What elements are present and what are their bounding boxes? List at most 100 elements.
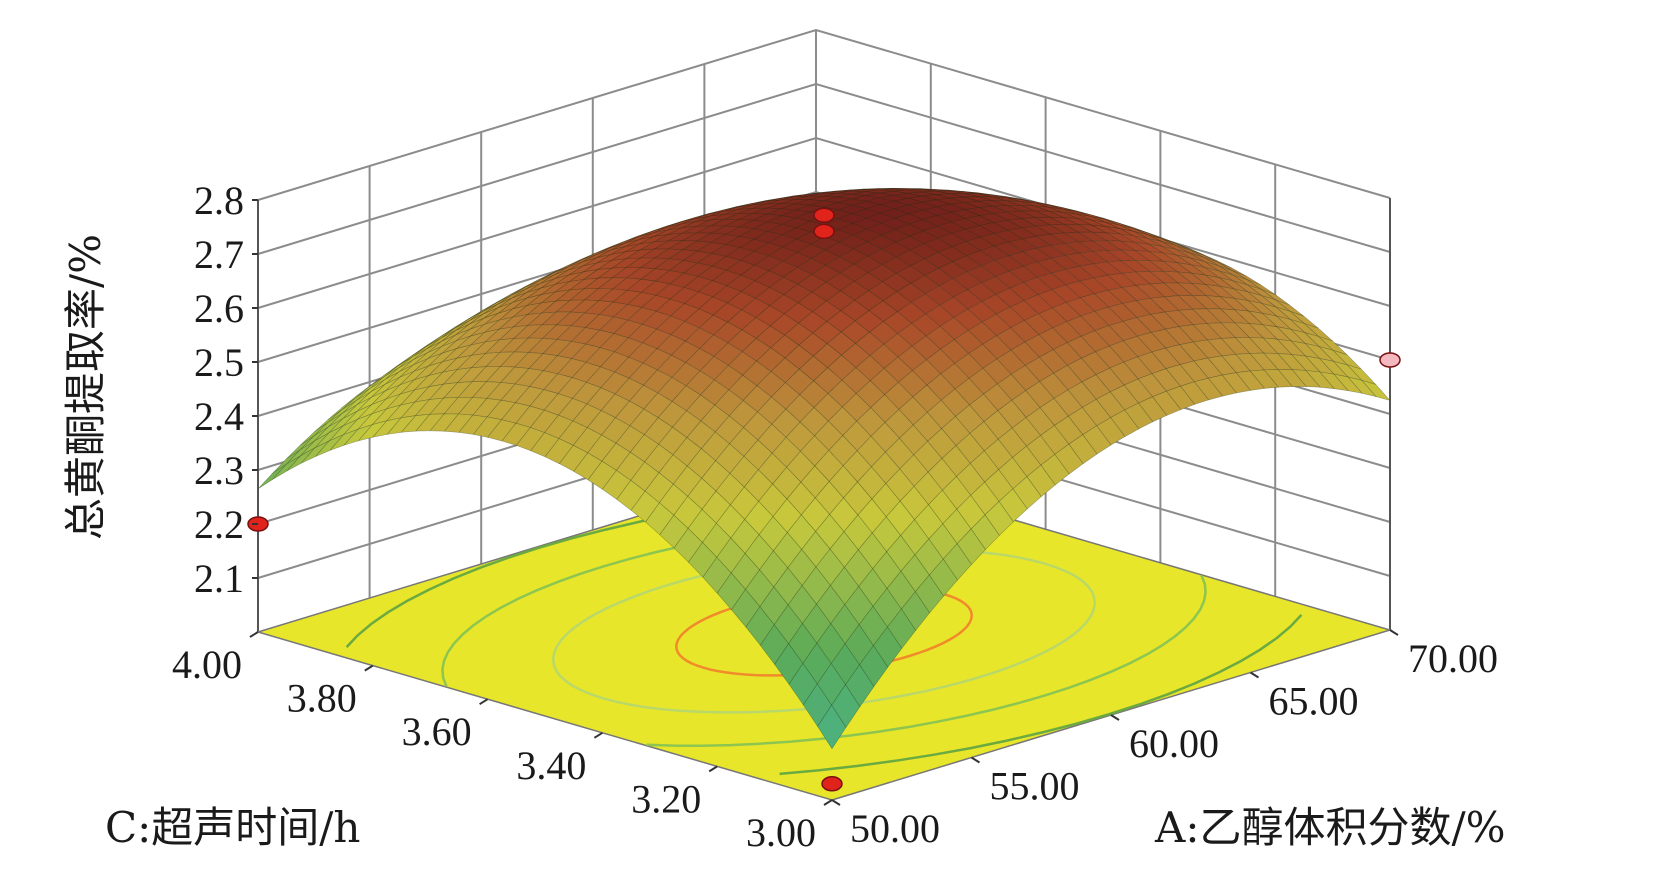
surface-cell [923, 252, 954, 269]
response-surface [257, 187, 1391, 750]
surface-cell [858, 568, 888, 607]
surface-cell [1148, 243, 1177, 256]
surface-cell [767, 246, 798, 262]
surface-cell [1161, 241, 1191, 254]
surface-cell [657, 401, 687, 428]
surface-cell [1275, 306, 1305, 324]
surface-cell [1033, 201, 1063, 208]
surface-cell [753, 242, 784, 257]
surface-cell [1024, 334, 1054, 358]
y-tick-mark [249, 631, 259, 638]
surface-cell [540, 274, 570, 289]
surface-cell [555, 311, 586, 327]
surface-cell [1026, 464, 1056, 498]
surface-cell [884, 437, 915, 470]
surface-cell [597, 258, 627, 270]
surface-cell [455, 317, 485, 336]
surface-cell [1147, 238, 1177, 250]
design-point [813, 223, 835, 240]
surface-cell [341, 387, 371, 410]
surface-cell [569, 288, 600, 301]
z-tick-label: 2.5 [194, 340, 244, 385]
surface-cell [1121, 285, 1152, 301]
surface-cell [727, 329, 757, 352]
surface-cell [1152, 390, 1182, 416]
surface-cell [956, 494, 986, 530]
surface-cell [1233, 297, 1264, 314]
surface-cell [543, 393, 574, 416]
surface-cell [484, 326, 515, 343]
surface-cell [922, 225, 953, 239]
surface-cell [654, 270, 685, 285]
surface-cell [1235, 370, 1266, 391]
surface-cell [865, 212, 896, 224]
surface-cell [514, 368, 544, 387]
surface-cell [841, 367, 871, 394]
surface-cell [673, 527, 703, 563]
surface-cell [630, 490, 660, 523]
grid-z-line [257, 28, 1391, 201]
surface-cell [1034, 202, 1063, 210]
surface-cell [612, 277, 642, 291]
surface-cell [1092, 261, 1123, 276]
surface-cell [587, 434, 617, 462]
surface-cell [766, 208, 796, 217]
surface-cell [1304, 342, 1335, 362]
surface-cell [1249, 369, 1279, 389]
surface-cell [1304, 355, 1335, 375]
surface-cell [1190, 257, 1220, 272]
surface-cell [1106, 249, 1137, 262]
design-point [813, 207, 835, 223]
surface-cell [759, 624, 789, 665]
z-tick-label: 2.8 [194, 178, 244, 223]
surface-cell [1318, 336, 1348, 355]
surface-cell [1135, 297, 1166, 315]
surface-cell [1219, 308, 1250, 324]
surface-cell [512, 287, 541, 303]
surface-cell [1110, 409, 1140, 437]
surface-cell [1079, 277, 1109, 295]
surface-cell [816, 662, 846, 706]
surface-cell [587, 460, 617, 490]
surface-cell [1104, 219, 1134, 229]
surface-cell [752, 221, 783, 232]
y-tick-mark [364, 664, 374, 672]
surface-cell [1276, 338, 1307, 357]
surface-cell [557, 358, 587, 378]
surface-cell [967, 301, 997, 323]
surface-cell [896, 282, 926, 303]
surface-cell [598, 301, 629, 318]
surface-cell [913, 440, 943, 473]
surface-cell [515, 405, 545, 428]
surface-cell [1148, 270, 1179, 284]
surface-cell [738, 213, 768, 221]
surface-cell [968, 343, 998, 369]
surface-cell [1262, 352, 1293, 370]
surface-cell [836, 190, 866, 195]
surface-cell [840, 320, 870, 344]
surface-cell [370, 367, 399, 389]
surface-cell [1232, 274, 1262, 290]
surface-cell [723, 219, 755, 228]
surface-cell [1090, 214, 1120, 224]
y-tick-label: 3.20 [631, 776, 701, 821]
surface-cell [583, 277, 614, 290]
surface-cell [1360, 379, 1391, 402]
surface-cell [839, 263, 869, 282]
surface-cell [1205, 274, 1234, 290]
surface-cell [914, 574, 944, 614]
surface-cell [1162, 260, 1193, 274]
surface-cell [738, 207, 767, 214]
x-tick-label: 50.00 [850, 806, 940, 851]
surface-cell [653, 227, 682, 237]
surface-cell [771, 436, 801, 468]
surface-cell [643, 369, 673, 394]
surface-cell [714, 415, 744, 445]
surface-cell [526, 291, 556, 306]
surface-cell [798, 311, 828, 334]
surface-cell [571, 361, 601, 383]
surface-cell [496, 286, 526, 303]
surface-cell [610, 243, 640, 255]
surface-cell [624, 232, 654, 244]
